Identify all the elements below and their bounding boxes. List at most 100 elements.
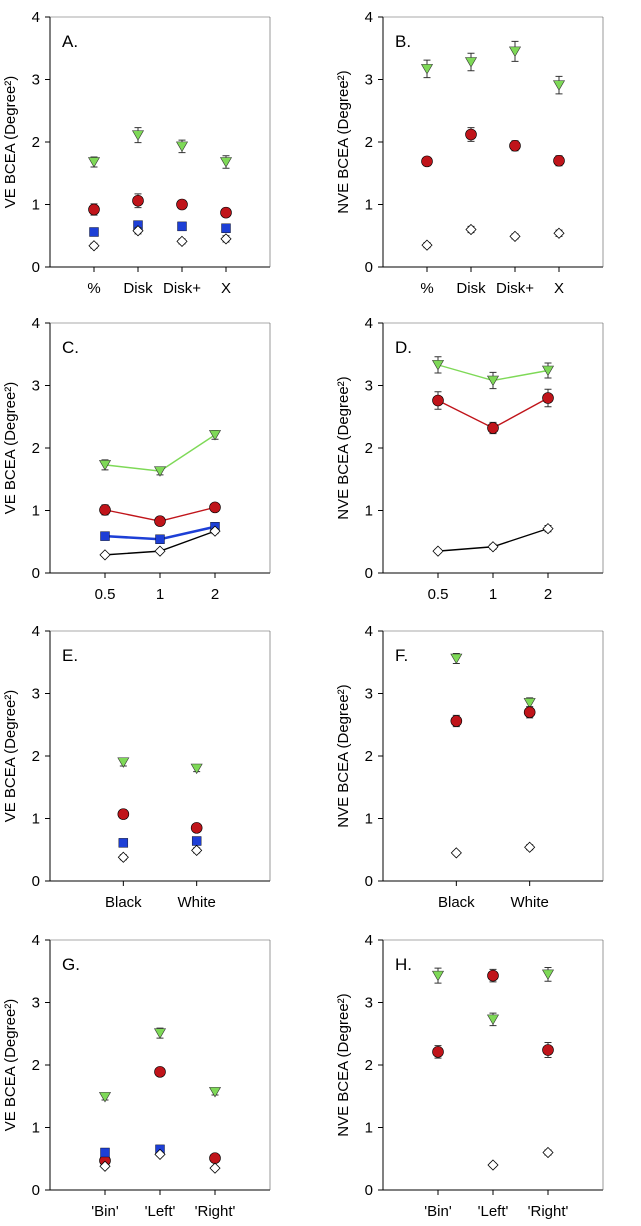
data-point-circle: [523, 706, 536, 719]
y-tick-label: 1: [32, 811, 40, 828]
data-point-square: [155, 534, 165, 544]
data-point-circle: [99, 504, 111, 516]
x-tick-label: 'Right': [195, 1203, 236, 1220]
data-point-triangle: [98, 1092, 112, 1103]
y-tick-label: 4: [365, 315, 373, 332]
panel-letter: C.: [62, 338, 79, 357]
data-point-diamond: [542, 523, 554, 535]
panel-b: 0 1 2 3 4% Disk Disk+ X NVE BCEA (Degree²) B.: [335, 9, 604, 297]
x-tick-label: 2: [211, 586, 219, 603]
y-tick-label: 1: [365, 811, 373, 828]
panel-letter: B.: [395, 32, 411, 51]
y-tick-label: 3: [365, 378, 373, 395]
data-point-circle: [209, 1152, 221, 1164]
data-point-circle: [209, 501, 221, 514]
data-point-diamond: [509, 230, 521, 242]
y-tick-label: 2: [365, 440, 373, 457]
y-axis-label: NVE BCEA (Degree²): [335, 993, 352, 1136]
data-point-diamond: [465, 223, 477, 236]
y-tick-label: 4: [365, 9, 373, 26]
data-point-triangle: [541, 969, 555, 980]
data-point-triangle: [508, 46, 522, 57]
y-tick-label: 2: [365, 748, 373, 765]
data-point-diamond: [209, 1162, 221, 1174]
y-tick-label: 1: [32, 503, 40, 520]
data-point-triangle: [486, 1014, 500, 1025]
data-point-circle: [132, 194, 144, 207]
x-tick-label: X: [221, 280, 231, 297]
data-point-circle: [432, 1046, 444, 1058]
data-point-square: [177, 221, 187, 232]
data-point-circle: [88, 203, 100, 216]
data-point-triangle: [450, 653, 463, 665]
data-point-diamond: [191, 844, 203, 856]
data-point-triangle: [486, 375, 500, 387]
y-tick-label: 0: [32, 259, 40, 276]
y-tick-label: 1: [365, 1120, 373, 1137]
y-tick-label: 0: [32, 873, 40, 890]
y-tick-label: 2: [365, 1057, 373, 1074]
x-tick-label: Black: [438, 894, 475, 911]
x-tick-label: X: [554, 280, 564, 297]
data-point-diamond: [176, 235, 188, 247]
y-tick-label: 3: [32, 72, 40, 89]
y-tick-label: 0: [365, 1182, 373, 1199]
x-tick-label: 0.5: [95, 586, 116, 603]
data-point-circle: [487, 969, 499, 982]
data-point-circle: [432, 394, 444, 407]
data-point-circle: [553, 154, 565, 167]
y-tick-label: 2: [32, 1057, 40, 1074]
data-point-square: [118, 838, 129, 848]
y-tick-label: 3: [32, 378, 40, 395]
y-tick-label: 0: [365, 565, 373, 582]
y-axis-label: VE BCEA (Degree²): [2, 999, 19, 1132]
data-point-diamond: [524, 841, 536, 853]
panel-a: 0 1 2 3 4% Disk Disk+ X VE BCEA (Degree²) A.: [2, 9, 271, 297]
series-line-green: [104, 434, 216, 472]
data-point-circle: [117, 808, 130, 820]
data-point-square: [191, 836, 202, 846]
data-point-diamond: [154, 545, 166, 557]
x-tick-label: %: [87, 280, 100, 297]
y-tick-label: 1: [365, 503, 373, 520]
y-tick-label: 2: [365, 134, 373, 151]
data-point-triangle: [208, 1087, 222, 1098]
data-point-triangle: [420, 64, 434, 75]
panel-letter: H.: [395, 955, 412, 974]
data-point-circle: [450, 715, 463, 727]
x-tick-label: Disk+: [496, 280, 534, 297]
data-point-circle: [154, 515, 166, 527]
y-tick-label: 4: [32, 9, 40, 26]
x-tick-label: 2: [544, 586, 552, 603]
data-point-triangle: [175, 141, 189, 152]
data-point-square: [100, 531, 110, 541]
data-point-square: [221, 223, 231, 233]
data-point-diamond: [487, 541, 499, 553]
data-point-triangle: [552, 80, 566, 91]
data-point-circle: [542, 392, 554, 404]
y-tick-label: 3: [365, 995, 373, 1012]
x-tick-label: 'Right': [528, 1203, 569, 1220]
data-point-circle: [509, 139, 521, 152]
data-point-triangle: [208, 430, 222, 441]
data-point-circle: [154, 1066, 166, 1078]
y-axis-label: NVE BCEA (Degree²): [335, 684, 352, 827]
data-point-triangle: [131, 130, 145, 141]
data-point-diamond: [542, 1146, 554, 1159]
data-point-diamond: [450, 847, 462, 859]
y-axis-label: NVE BCEA (Degree²): [335, 70, 352, 213]
x-tick-label: Disk: [123, 280, 153, 297]
x-tick-label: 0.5: [428, 586, 449, 603]
y-tick-label: 0: [365, 873, 373, 890]
data-point-triangle: [98, 460, 112, 471]
data-point-triangle: [464, 57, 478, 68]
x-tick-label: Disk+: [163, 280, 201, 297]
y-axis-label: VE BCEA (Degree²): [2, 382, 19, 515]
x-tick-label: 'Bin': [424, 1203, 452, 1220]
data-point-circle: [220, 206, 232, 219]
x-tick-label: White: [510, 894, 548, 911]
data-point-circle: [176, 198, 188, 211]
data-point-triangle: [87, 157, 101, 168]
panel-letter: F.: [395, 646, 408, 665]
